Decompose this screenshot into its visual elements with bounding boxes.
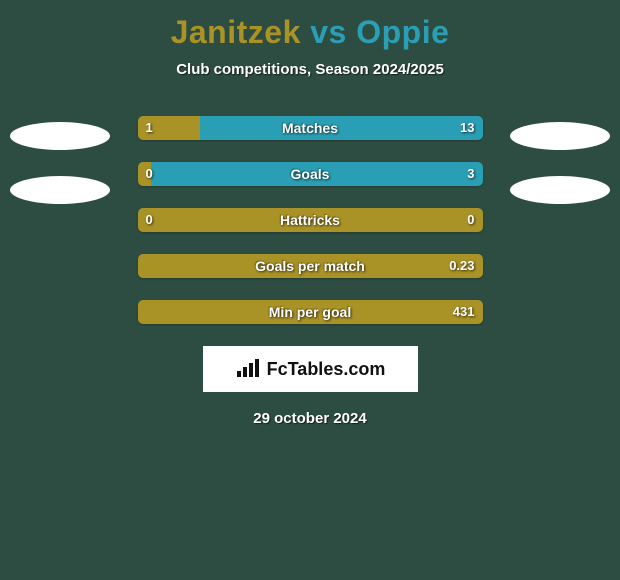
value-left: 0 bbox=[146, 208, 153, 232]
value-right: 431 bbox=[453, 300, 475, 324]
metric-label: Min per goal bbox=[138, 300, 483, 324]
value-left: 0 bbox=[146, 162, 153, 186]
metric-label: Matches bbox=[138, 116, 483, 140]
title-left-name: Janitzek bbox=[171, 14, 301, 50]
brand-box: FcTables.com bbox=[203, 346, 418, 392]
value-right: 3 bbox=[467, 162, 474, 186]
page-title: Janitzek vs Oppie bbox=[0, 0, 620, 51]
value-left: 1 bbox=[146, 116, 153, 140]
metric-label: Goals per match bbox=[138, 254, 483, 278]
stat-row: Min per goal431 bbox=[138, 300, 483, 324]
brand-text: FcTables.com bbox=[267, 359, 386, 380]
comparison-infographic: Janitzek vs Oppie Club competitions, Sea… bbox=[0, 0, 620, 580]
title-right-name: Oppie bbox=[356, 14, 449, 50]
title-vs: vs bbox=[301, 14, 356, 50]
right-ellipse bbox=[510, 176, 610, 204]
subtitle: Club competitions, Season 2024/2025 bbox=[0, 61, 620, 78]
bar-chart-icon bbox=[235, 359, 261, 379]
brand-inner: FcTables.com bbox=[235, 359, 386, 380]
left-ellipse bbox=[10, 176, 110, 204]
value-right: 0 bbox=[467, 208, 474, 232]
right-ellipse bbox=[510, 122, 610, 150]
metric-label: Hattricks bbox=[138, 208, 483, 232]
value-right: 13 bbox=[460, 116, 474, 140]
stat-row: Matches1 13 bbox=[138, 116, 483, 140]
date-line: 29 october 2024 bbox=[0, 410, 620, 427]
stat-row: Hattricks0 0 bbox=[138, 208, 483, 232]
stat-row: Goals0 3 bbox=[138, 162, 483, 186]
left-ellipse bbox=[10, 122, 110, 150]
value-right: 0.23 bbox=[449, 254, 474, 278]
stat-row: Goals per match0.23 bbox=[138, 254, 483, 278]
stats-block: Matches113Goals03Hattricks00Goals per ma… bbox=[138, 116, 483, 324]
metric-label: Goals bbox=[138, 162, 483, 186]
